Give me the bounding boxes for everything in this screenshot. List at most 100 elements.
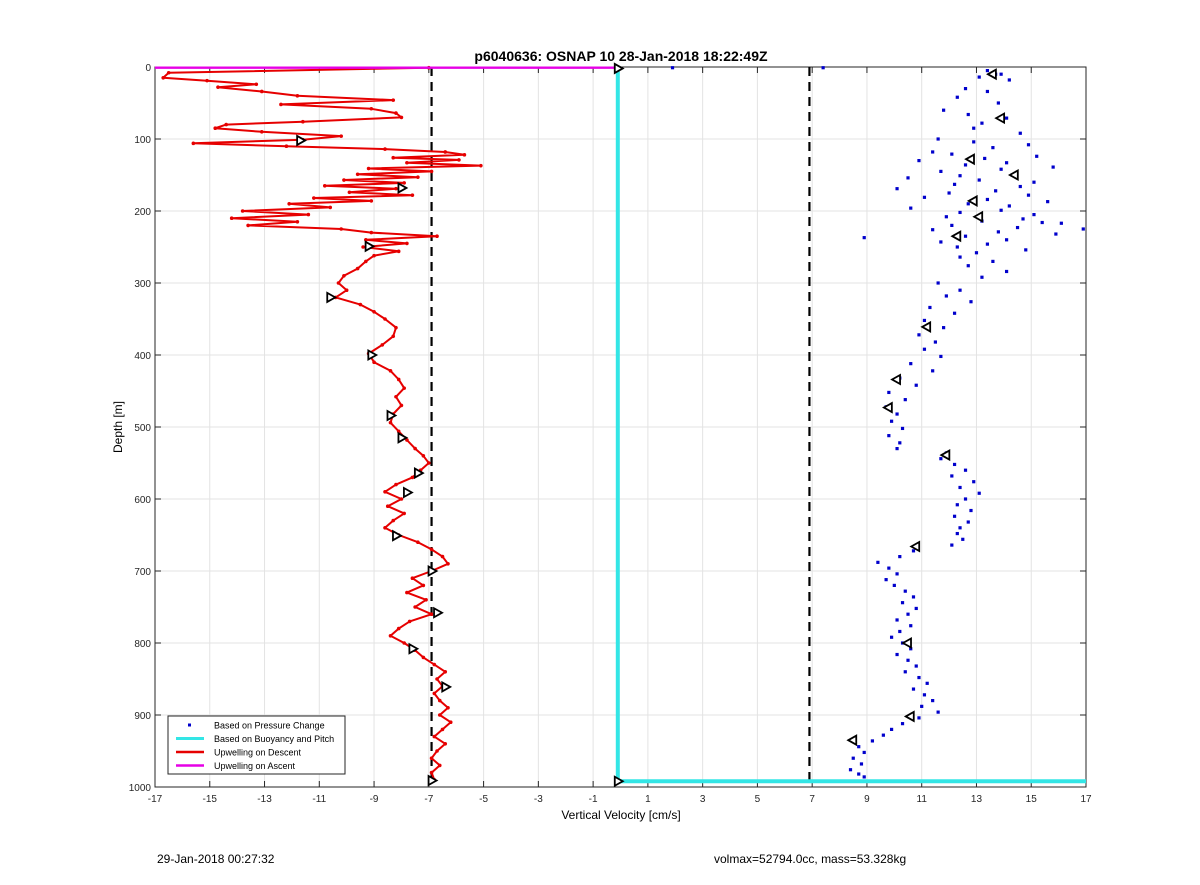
descent-point [383,147,387,151]
descent-point [372,253,376,258]
pressure-point [851,756,855,760]
descent-point [405,160,409,165]
descent-point [279,102,283,107]
pressure-point [911,687,916,691]
descent-point [405,241,409,246]
descent-point [246,223,250,228]
pressure-point [963,234,968,238]
pressure-point [994,189,998,193]
descent-point [372,360,376,365]
x-tick-label: 1 [645,794,651,805]
pressure-point [917,159,921,163]
pressure-point [958,526,962,530]
pressure-point [1004,269,1009,274]
x-tick-label: -9 [370,794,379,805]
pressure-point [909,362,913,366]
pressure-point [895,447,899,451]
pressure-point [1032,180,1036,184]
descent-point [399,115,404,120]
pressure-point [952,311,957,315]
pressure-point [942,108,946,112]
descent-point [399,403,404,408]
pressure-point [931,228,935,232]
descent-point [437,698,442,703]
descent-point [396,626,401,631]
triangle-marker [613,62,625,75]
descent-point [413,605,417,609]
pressure-point [1081,227,1085,231]
pressure-point [958,485,962,490]
pressure-point [911,595,916,599]
pressure-point [881,733,885,737]
pressure-point [950,152,954,156]
pressure-point [848,768,853,772]
descent-point [421,583,426,588]
pressure-point [895,412,899,416]
pressure-point [862,750,866,755]
pressure-point [1018,131,1022,135]
pressure-point [980,121,984,125]
pressure-point [900,426,905,431]
triangle-marker [939,449,951,462]
descent-point [407,619,412,624]
pressure-point [939,240,943,244]
descent-point [358,302,363,307]
x-tick-label: -1 [589,794,598,805]
x-tick-label: 3 [700,794,706,805]
descent-point [383,317,387,321]
pressure-point [1051,165,1055,169]
descent-point [416,540,420,544]
descent-point [355,172,360,177]
pressure-point [1018,184,1022,189]
pressure-point [911,549,916,553]
marker-layer [296,62,1019,788]
triangle-marker [986,68,997,81]
descent-point [306,212,311,217]
pressure-point [996,230,1000,234]
pressure-point [1046,200,1050,204]
descent-point [457,158,461,162]
pressure-point [857,772,861,776]
pressure-point [898,441,902,445]
descent-point [437,713,442,717]
x-axis-label: Vertical Velocity [cm/s] [561,808,680,822]
chart-title: p6040636: OSNAP 10 28-Jan-2018 18:22:49Z [474,48,768,64]
descent-point [391,155,396,160]
descent-point [205,78,209,83]
pressure-point [972,126,976,130]
pressure-point [958,174,962,178]
triangle-marker [403,486,414,499]
triangle-marker [966,194,978,207]
pressure-point [898,555,902,559]
pressure-point [950,543,954,547]
triangle-marker [1007,168,1019,182]
descent-point [394,111,398,115]
pressure-point [1059,221,1063,225]
x-tick-label: 17 [1080,794,1092,805]
descent-point [440,554,445,559]
pressure-point [977,491,981,495]
triangle-marker [386,409,398,422]
triangle-marker [890,373,901,386]
descent-point [339,134,344,138]
y-axis-label: Depth [m] [111,401,125,453]
pressure-point [922,318,927,323]
pressure-point [859,762,864,766]
pressure-point [1032,213,1036,217]
descent-point [443,150,448,154]
descent-point [396,377,401,382]
descent-point [394,186,398,191]
pressure-point [1015,225,1020,230]
descent-point [429,547,434,552]
descent-point [240,209,245,213]
descent-point [410,193,415,197]
triangle-marker [367,348,379,362]
pressure-point [917,333,921,337]
pressure-point [895,652,899,657]
pressure-point [999,208,1003,212]
pressure-point [958,210,962,215]
pressure-point [909,206,913,210]
x-tick-label: 15 [1026,794,1038,805]
triangle-marker [433,606,444,619]
pressure-point [985,242,990,246]
